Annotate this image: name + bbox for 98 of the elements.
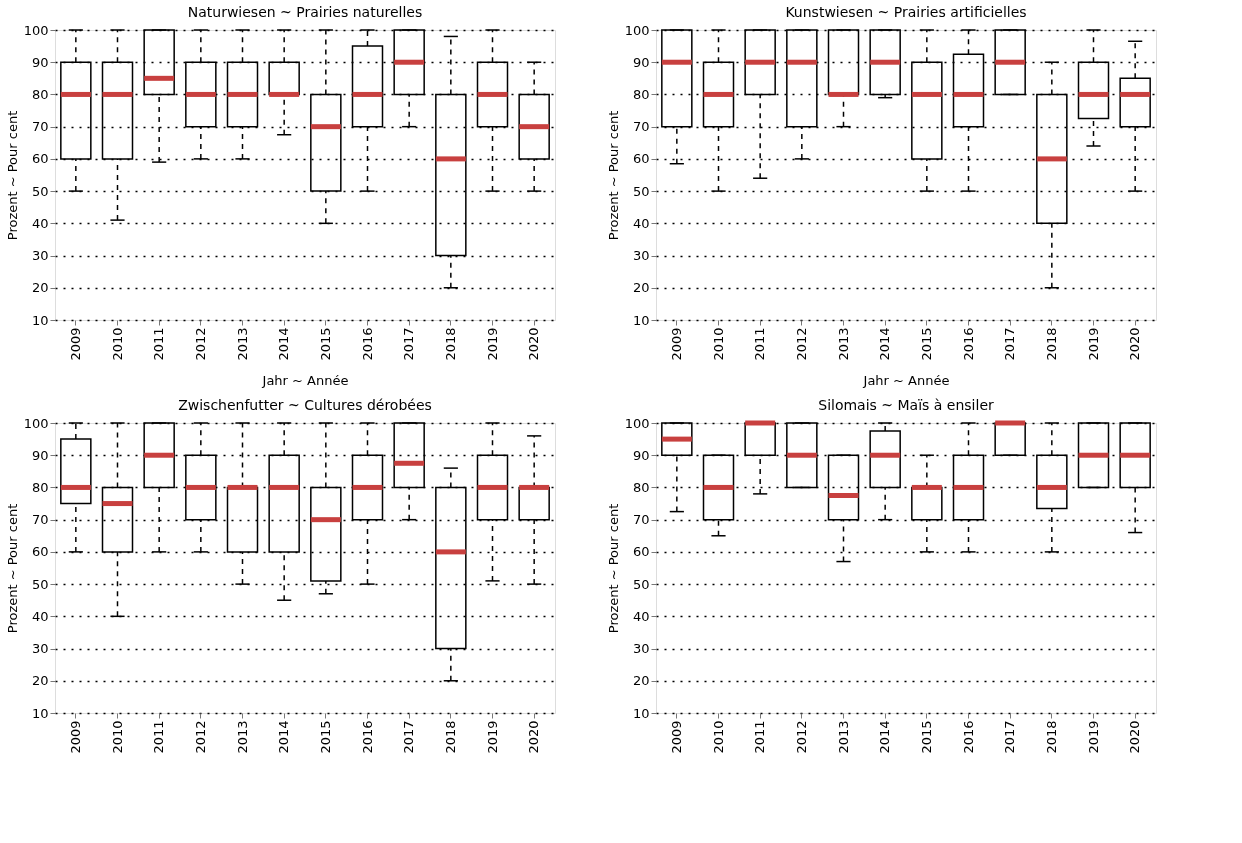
y-tick-label: 40 [31, 215, 49, 231]
x-tick-label: 2016 [960, 720, 976, 754]
y-axis-title: Prozent ~ Pour cent [605, 503, 621, 634]
x-tick-label: 2012 [793, 327, 809, 361]
x-tick-label: 2018 [442, 720, 458, 754]
y-tick-label: 20 [632, 280, 650, 296]
y-tick-label: 50 [31, 183, 49, 199]
y-tick-label: 10 [31, 312, 49, 328]
x-tick-label: 2020 [1127, 720, 1143, 754]
x-tick-label: 2017 [401, 720, 417, 754]
x-tick-label: 2020 [526, 720, 542, 754]
y-axis-title: Prozent ~ Pour cent [4, 503, 20, 634]
y-tick-label: 100 [624, 415, 650, 431]
x-tick-label: 2012 [793, 720, 809, 754]
x-tick-label: 2018 [1043, 720, 1059, 754]
chart-title: Zwischenfutter ~ Cultures dérobées [178, 397, 432, 413]
x-tick-label: 2015 [317, 720, 333, 754]
y-tick-label: 90 [632, 54, 650, 70]
x-tick-label: 2019 [1085, 720, 1101, 754]
chart-title: Kunstwiesen ~ Prairies artificielles [785, 4, 1027, 20]
x-tick-label: 2014 [276, 720, 292, 754]
x-tick-label: 2010 [710, 720, 726, 754]
y-tick-label: 30 [632, 248, 650, 264]
x-tick-label: 2017 [1002, 327, 1018, 361]
y-tick-label: 40 [31, 608, 49, 624]
x-tick-label: 2011 [151, 720, 167, 754]
y-tick-label: 40 [632, 215, 650, 231]
x-tick-label: 2010 [109, 720, 125, 754]
x-tick-label: 2019 [1085, 327, 1101, 361]
y-tick-label: 10 [632, 312, 650, 328]
y-tick-label: 80 [31, 86, 49, 102]
x-tick-label: 2013 [234, 327, 250, 361]
x-tick-label: 2010 [710, 327, 726, 361]
y-tick-label: 70 [632, 119, 650, 135]
x-tick-label: 2020 [1127, 327, 1143, 361]
x-tick-label: 2014 [877, 327, 893, 361]
x-tick-label: 2014 [276, 327, 292, 361]
x-tick-label: 2016 [359, 720, 375, 754]
y-tick-label: 30 [31, 248, 49, 264]
y-tick-label: 50 [632, 183, 650, 199]
x-tick-label: 2018 [442, 327, 458, 361]
x-axis-title: Jahr ~ Année [261, 372, 349, 388]
x-tick-label: 2013 [835, 720, 851, 754]
x-tick-label: 2017 [1002, 720, 1018, 754]
y-tick-label: 100 [23, 22, 49, 38]
y-tick-label: 70 [632, 512, 650, 528]
x-tick-label: 2011 [151, 327, 167, 361]
y-tick-label: 20 [31, 280, 49, 296]
y-tick-label: 10 [632, 705, 650, 721]
x-tick-label: 2015 [918, 327, 934, 361]
y-tick-label: 10 [31, 705, 49, 721]
x-tick-label: 2012 [192, 720, 208, 754]
y-axis-title: Prozent ~ Pour cent [4, 110, 20, 241]
y-tick-label: 80 [31, 479, 49, 495]
x-tick-label: 2017 [401, 327, 417, 361]
x-tick-label: 2015 [918, 720, 934, 754]
x-tick-label: 2011 [752, 720, 768, 754]
y-tick-label: 50 [632, 576, 650, 592]
y-tick-label: 30 [31, 641, 49, 657]
y-tick-label: 90 [632, 447, 650, 463]
x-tick-label: 2009 [67, 327, 83, 361]
x-tick-label: 2012 [192, 327, 208, 361]
x-tick-label: 2011 [752, 327, 768, 361]
y-tick-label: 40 [632, 608, 650, 624]
y-tick-label: 50 [31, 576, 49, 592]
x-tick-label: 2015 [317, 327, 333, 361]
y-tick-label: 90 [31, 447, 49, 463]
y-tick-label: 60 [632, 544, 650, 560]
x-tick-label: 2019 [484, 720, 500, 754]
x-axis-title: Jahr ~ Année [862, 372, 950, 388]
y-axis-title: Prozent ~ Pour cent [605, 110, 621, 241]
y-tick-label: 60 [31, 544, 49, 560]
x-tick-label: 2014 [877, 720, 893, 754]
y-tick-label: 60 [632, 151, 650, 167]
chart-title: Silomais ~ Maïs à ensiler [818, 397, 994, 413]
y-tick-label: 100 [624, 22, 650, 38]
x-tick-label: 2019 [484, 327, 500, 361]
x-tick-label: 2013 [835, 327, 851, 361]
y-tick-label: 60 [31, 151, 49, 167]
x-tick-label: 2009 [668, 327, 684, 361]
chart-title: Naturwiesen ~ Prairies naturelles [187, 4, 423, 20]
x-tick-label: 2018 [1043, 327, 1059, 361]
x-tick-label: 2010 [109, 327, 125, 361]
x-tick-label: 2009 [67, 720, 83, 754]
y-tick-label: 20 [632, 673, 650, 689]
x-tick-label: 2020 [526, 327, 542, 361]
y-tick-label: 80 [632, 86, 650, 102]
x-tick-label: 2009 [668, 720, 684, 754]
x-tick-label: 2016 [359, 327, 375, 361]
y-tick-label: 30 [632, 641, 650, 657]
y-tick-label: 70 [31, 119, 49, 135]
y-tick-label: 20 [31, 673, 49, 689]
x-tick-label: 2013 [234, 720, 250, 754]
y-tick-label: 80 [632, 479, 650, 495]
x-tick-label: 2016 [960, 327, 976, 361]
y-tick-label: 100 [23, 415, 49, 431]
y-tick-label: 90 [31, 54, 49, 70]
y-tick-label: 70 [31, 512, 49, 528]
